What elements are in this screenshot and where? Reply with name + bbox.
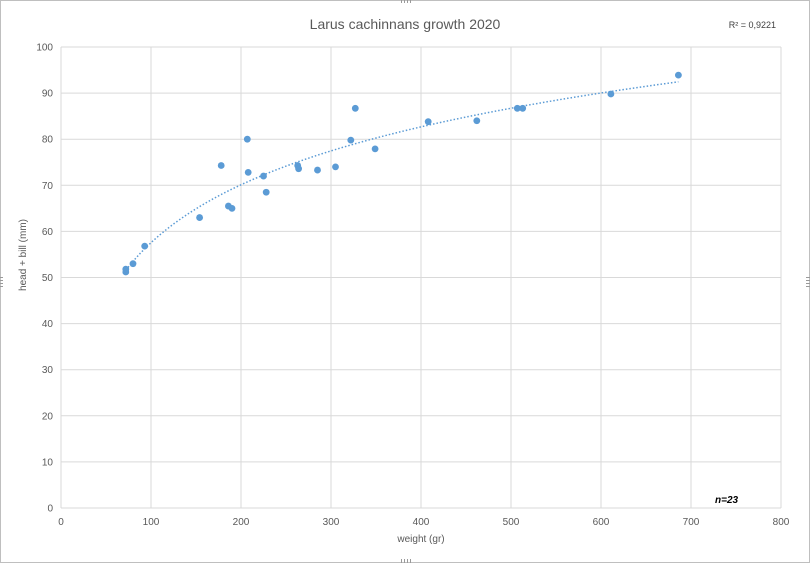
x-tick-label: 600	[593, 517, 610, 528]
y-tick-label: 0	[47, 504, 53, 515]
data-point	[122, 265, 130, 273]
gridlines	[60, 46, 782, 509]
resize-handle-top[interactable]	[401, 0, 411, 3]
data-point	[260, 172, 267, 180]
y-tick-label: 90	[42, 89, 54, 100]
data-point	[347, 136, 355, 144]
data-point	[424, 118, 432, 126]
x-tick-label: 0	[58, 517, 64, 528]
resize-handle-right[interactable]	[806, 277, 810, 287]
data-point	[295, 165, 302, 173]
y-tick-label: 10	[42, 457, 54, 468]
data-points	[122, 71, 682, 276]
data-point	[332, 163, 339, 171]
x-tick-label: 500	[503, 517, 520, 528]
data-point	[244, 168, 252, 176]
x-tick-label: 400	[413, 517, 430, 528]
trendline-layer	[125, 81, 679, 271]
y-tick-label: 70	[42, 181, 54, 192]
data-point	[513, 104, 521, 112]
x-axis-ticks: 0 100 200 300 400 500 600 700 800	[58, 517, 790, 528]
data-point	[351, 104, 359, 112]
sample-size-note: n=23	[715, 495, 739, 506]
data-point	[217, 162, 225, 169]
chart-title: Larus cachinnans growth 2020	[310, 16, 501, 32]
data-point	[473, 117, 481, 125]
y-tick-label: 100	[36, 43, 53, 54]
data-point	[129, 260, 137, 268]
resize-handle-left[interactable]	[0, 277, 3, 287]
data-point	[607, 90, 615, 98]
trendline	[125, 81, 679, 271]
data-point	[262, 188, 270, 196]
data-point	[371, 145, 379, 153]
x-tick-label: 800	[773, 517, 790, 528]
data-point	[196, 214, 204, 221]
data-point	[141, 242, 149, 250]
data-point	[519, 104, 527, 112]
y-axis-ticks: 0 10 20 30 40 50 60 70 80 90 100	[36, 43, 53, 515]
data-point	[675, 71, 682, 79]
x-tick-label: 100	[143, 517, 160, 528]
r-squared-label: R² = 0,9221	[729, 20, 776, 30]
data-point	[228, 204, 236, 212]
y-tick-label: 40	[42, 319, 54, 330]
y-tick-label: 50	[42, 273, 54, 284]
y-tick-label: 80	[42, 135, 54, 146]
y-tick-label: 20	[42, 411, 54, 422]
x-tick-label: 700	[683, 517, 700, 528]
y-axis-label: head + bill (mm)	[18, 219, 29, 291]
y-tick-label: 60	[42, 227, 54, 238]
x-tick-label: 300	[323, 517, 340, 528]
x-axis-label: weight (gr)	[396, 534, 444, 545]
x-tick-label: 200	[233, 517, 250, 528]
data-point	[314, 166, 321, 174]
data-point	[243, 135, 251, 143]
y-tick-label: 30	[42, 365, 54, 376]
resize-handle-bottom[interactable]	[401, 559, 411, 563]
